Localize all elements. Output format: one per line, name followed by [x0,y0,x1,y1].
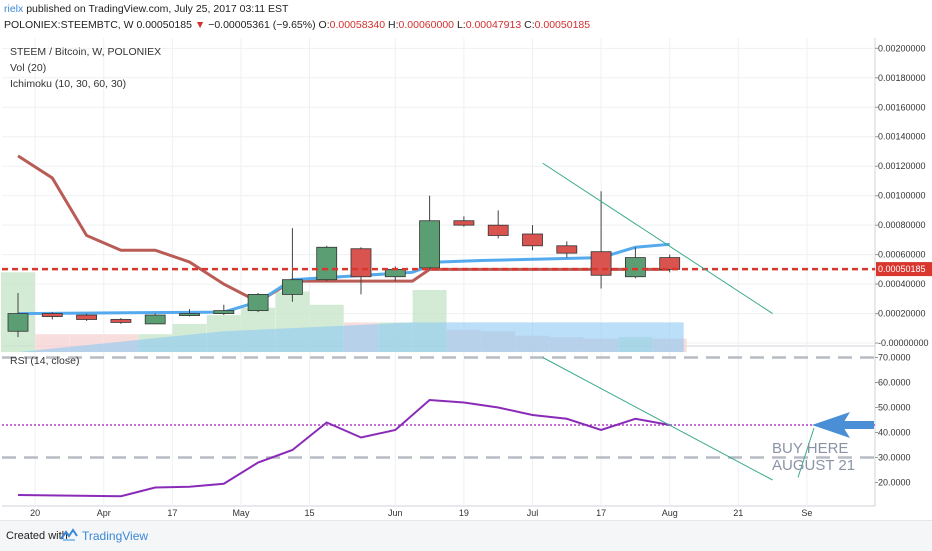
candle-body [213,310,235,314]
low-value: 0.00047913 [465,19,522,31]
candle-body [7,313,29,332]
rsi-tick-label: 60.0000 [878,378,911,388]
x-tick-label: Se [801,508,812,518]
candle-body [556,245,578,254]
candle-body [522,233,543,247]
candle-body [384,268,406,278]
y-tick-label: 0.00080000 [878,220,926,230]
x-tick-label: 19 [459,508,469,518]
candle-body [419,220,441,269]
candle-body [281,279,303,295]
price-change: −0.00005361 (−9.65%) [208,19,316,31]
rsi-tick-label: 30.0000 [878,453,911,463]
candle-body [350,248,372,278]
ichimoku-base-line [17,154,670,304]
footer-bar: Created with TradingView [0,520,932,551]
candle-body [625,257,646,278]
x-tick-label: 21 [733,508,743,518]
ichimoku-cloud [18,322,684,353]
quote-line: POLONIEX:STEEMBTC, W 0.00050185 ▼ −0.000… [4,19,590,31]
buy-arrow-icon [812,412,850,438]
volume-bar [35,334,70,353]
publish-info: rielx published on TradingView.com, July… [4,3,288,15]
y-tick-label: 0.00120000 [878,161,926,171]
close-value: 0.00050185 [534,19,591,31]
candle-body [76,314,97,320]
candle-body [144,314,166,325]
candle-body [453,220,475,226]
candle-body [590,251,612,276]
y-tick-label: 0.00180000 [878,73,926,83]
x-tick-label: Apr [97,508,111,518]
candle-body [659,257,681,270]
annotation-text: AUGUST 21 [772,457,855,474]
annotation-text: BUY HERE [772,440,848,457]
published-text: published on TradingView.com, July 25, 2… [26,3,289,15]
y-tick-label: 0.00060000 [878,250,926,260]
y-tick-label: 0.00160000 [878,102,926,112]
x-tick-label: Aug [662,508,678,518]
x-tick-label: 15 [305,508,315,518]
high-label: H: [388,19,399,31]
tradingview-logo-icon [60,528,78,541]
rsi-tick-label: 20.0000 [878,478,911,488]
y-tick-label: 0.00040000 [878,279,926,289]
x-tick-label: Jun [388,508,403,518]
candle-body [41,313,63,317]
legend-rsi[interactable]: RSI (14, close) [10,355,80,367]
candle-body [247,294,269,312]
y-tick-label: -0.00000000 [878,338,929,348]
rsi-tick-label: 70.0000 [878,353,911,363]
close-label: C: [524,19,535,31]
candle-body [179,313,200,316]
x-tick-label: 20 [30,508,40,518]
y-tick-label: 0.00020000 [878,309,926,319]
last-price: 0.00050185 [136,19,192,31]
annotation-connector [797,427,815,478]
symbol-label: POLONIEX:STEEMBTC, W [4,19,134,31]
x-tick-label: May [232,508,250,518]
y-tick-label: 0.00100000 [878,191,926,201]
legend-volume[interactable]: Vol (20) [10,62,47,74]
x-tick-label: 17 [596,508,606,518]
candle-body [316,246,338,281]
created-with-text: Created with [6,530,68,542]
y-tick-label: 0.00200000 [878,43,926,53]
high-value: 0.00060000 [398,19,455,31]
price-label-box [876,262,932,277]
legend-title[interactable]: STEEM / Bitcoin, W, POLONIEX [10,46,162,58]
x-tick-label: 17 [167,508,177,518]
tradingview-brand-link[interactable]: TradingView [82,529,149,543]
open-value: 0.00058340 [329,19,386,31]
down-arrow-icon: ▼ [194,19,206,31]
y-tick-label: 0.00140000 [878,132,926,142]
candle-body [110,319,132,323]
username-link[interactable]: rielx [4,3,24,15]
open-label: O: [318,19,330,31]
low-label: L: [456,19,466,31]
x-tick-label: Jul [527,508,539,518]
buy-arrow-shaft [840,421,874,429]
current-price-label: 0.00050185 [878,264,926,274]
trendline-main [542,162,773,314]
rsi-tick-label: 50.0000 [878,403,911,413]
legend-ichimoku[interactable]: Ichimoku (10, 30, 60, 30) [10,78,127,90]
rsi-tick-label: 40.0000 [878,428,911,438]
rsi-line [17,398,670,498]
candle-body [487,224,509,236]
trendline-rsi [542,357,773,481]
